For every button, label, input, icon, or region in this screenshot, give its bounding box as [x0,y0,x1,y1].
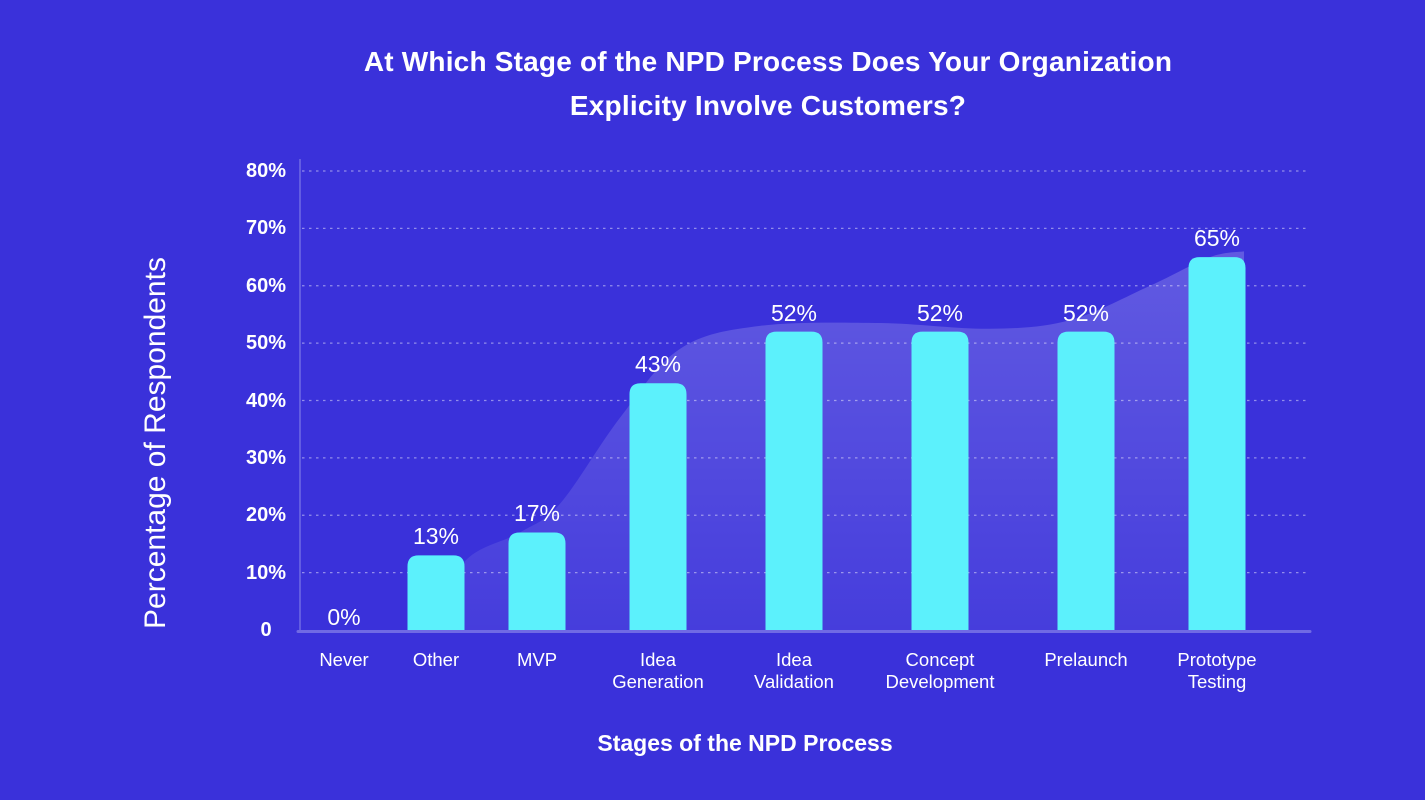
bar-value-label: 13% [412,523,460,550]
chart-title-line2: Explicity Involve Customers? [569,90,967,121]
bar [765,331,823,630]
y-tick-label: 20% [245,504,287,527]
x-category-label: MVP [516,649,558,670]
x-category-label: Idea Validation [754,649,834,692]
x-category-label: Concept Development [885,649,995,692]
x-axis-title: Stages of the NPD Process [597,730,893,756]
bar-value-label: 52% [1062,299,1110,326]
x-category-label: Never [319,649,369,670]
bar [1188,257,1246,630]
x-category-label: Prelaunch [1044,649,1128,670]
chart-title-line1: At Which Stage of the NPD Process Does Y… [363,46,1173,77]
bar-value-label: 65% [1193,225,1241,252]
bar [629,383,687,630]
y-tick-label: 70% [245,217,287,240]
bar-value-label: 17% [513,500,561,527]
bar-value-label: 52% [916,299,964,326]
bar [508,532,566,630]
bar-value-label: 52% [770,299,818,326]
y-tick-label: 0 [260,619,272,641]
y-axis-title: Percentage of Respondents [139,257,172,629]
bar [407,555,465,630]
y-tick-label: 10% [245,561,287,584]
y-tick-label: 50% [245,332,287,355]
bar [1057,331,1115,630]
y-tick-label: 30% [245,446,287,469]
chart-title: At Which Stage of the NPD Process Does Y… [111,40,1425,128]
y-tick-label: 40% [245,389,287,412]
x-category-label: Idea Generation [612,649,704,692]
x-category-label: Prototype Testing [1177,649,1257,692]
x-category-label: Other [412,649,460,670]
bar [911,331,969,630]
bar-value-label: 43% [634,351,682,378]
y-tick-label: 80% [245,160,287,182]
bar-value-label: 0% [327,604,361,630]
y-tick-label: 60% [245,274,287,297]
